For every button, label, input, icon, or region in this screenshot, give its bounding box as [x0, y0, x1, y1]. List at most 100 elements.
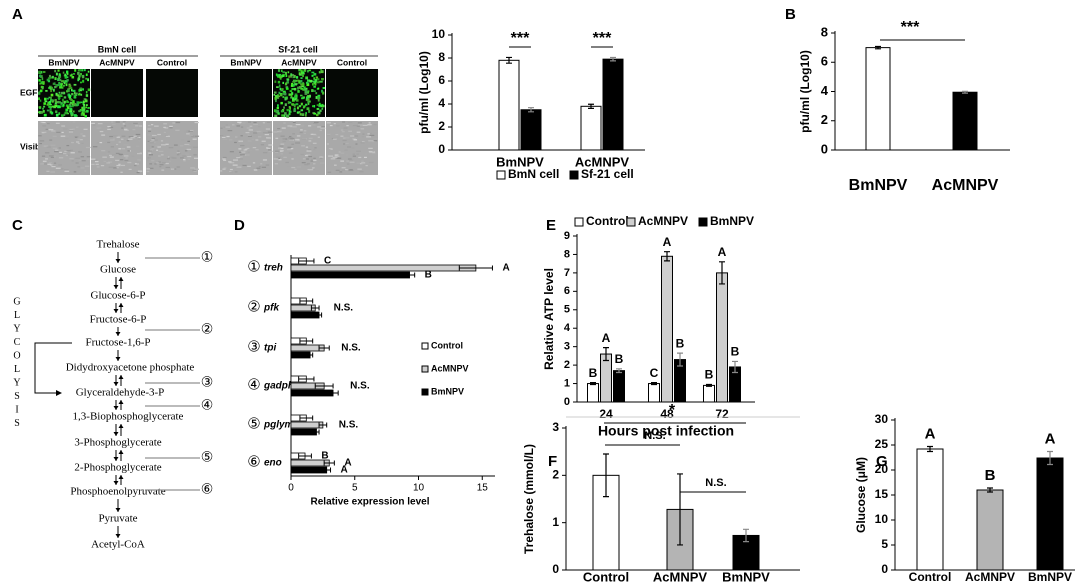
brightfield-texture [266, 121, 271, 123]
fluorescent-cell [292, 80, 296, 83]
panel-label: B [785, 6, 796, 23]
brightfield-texture [187, 140, 191, 142]
brightfield-texture [255, 139, 259, 141]
y-tick-label: 2 [821, 112, 828, 127]
fluorescent-cell [61, 80, 64, 83]
brightfield-texture [312, 167, 315, 169]
brightfield-texture [330, 148, 333, 150]
fluorescent-cell [284, 82, 288, 86]
brightfield-texture [225, 124, 228, 126]
pathway-node: Pyruvate [98, 513, 137, 525]
brightfield-texture [58, 147, 62, 149]
fluorescent-cell [296, 106, 299, 110]
fluorescent-cell [50, 99, 53, 102]
brightfield-texture [190, 167, 195, 169]
brightfield-texture [69, 158, 74, 160]
brightfield-texture [125, 157, 128, 159]
fluorescent-cell [47, 80, 51, 83]
brightfield-texture [334, 137, 339, 139]
fluorescent-cell [320, 80, 323, 83]
brightfield-texture [55, 122, 60, 124]
brightfield-texture [128, 138, 133, 140]
brightfield-texture [107, 125, 111, 128]
fluorescent-cell [287, 101, 290, 105]
fluorescent-cell [319, 109, 322, 112]
fluorescent-cell [284, 97, 287, 100]
fluorescent-cell [52, 99, 55, 102]
brightfield-texture [268, 141, 272, 143]
fluorescent-cell [73, 103, 77, 106]
pathway-node: Phosphoenolpyruvate [70, 486, 165, 498]
side-label-letter: L [14, 364, 20, 375]
legend-swatch [626, 217, 636, 227]
y-tick-label: 3 [564, 341, 570, 353]
fluorescent-cell [281, 114, 285, 117]
brightfield-texture [73, 171, 77, 173]
brightfield-texture [335, 133, 339, 136]
brightfield-texture [279, 150, 284, 152]
brightfield-texture [45, 158, 48, 160]
bar [600, 353, 612, 403]
error-bar [962, 90, 968, 94]
y-tick-label: 5 [881, 537, 888, 551]
error-bar [299, 415, 314, 421]
fluorescent-cell [289, 75, 293, 78]
brightfield-texture [187, 155, 192, 158]
fluorescent-cell [300, 74, 304, 76]
brightfield-texture [108, 166, 114, 168]
significance-label: N.S. [644, 430, 665, 442]
brightfield-texture [111, 121, 114, 123]
brightfield-texture [179, 169, 184, 171]
brightfield-texture [149, 167, 154, 169]
brightfield-texture [79, 139, 83, 141]
bar [290, 264, 477, 272]
fluorescent-cell [54, 85, 57, 89]
brightfield-texture [116, 136, 120, 138]
brightfield-texture [184, 143, 190, 146]
fluorescent-cell [54, 102, 57, 105]
brightfield-texture [151, 148, 155, 150]
brightfield-texture [149, 141, 153, 143]
brightfield-texture [360, 142, 365, 144]
fluorescent-cell [313, 85, 316, 88]
x-tick-label: AcMNPV [575, 154, 630, 169]
brightfield-texture [128, 136, 134, 138]
brightfield-texture [341, 167, 346, 169]
fluorescent-cell [297, 86, 299, 90]
brightfield-texture [364, 153, 367, 155]
legend-label: Control [586, 214, 629, 228]
brightfield-texture [165, 135, 170, 137]
fluorescent-cell [303, 86, 306, 90]
brightfield-texture [186, 148, 192, 151]
y-tick-label: 6 [438, 73, 445, 87]
brightfield-texture [356, 162, 361, 164]
brightfield-texture [312, 133, 316, 135]
brightfield-texture [346, 125, 349, 127]
fluorescent-cell [318, 105, 322, 108]
brightfield-texture [53, 162, 57, 164]
brightfield-texture [352, 155, 357, 157]
brightfield-texture [91, 140, 96, 142]
bar [952, 91, 978, 151]
brightfield-texture [118, 153, 123, 155]
x-tick-label: BmNPV [1028, 570, 1072, 584]
fluorescent-cell [317, 78, 320, 81]
pathway-arrowhead [118, 277, 124, 281]
fluorescent-cell [46, 109, 50, 112]
bar [580, 105, 602, 151]
brightfield-texture [147, 124, 151, 127]
brightfield-texture [252, 162, 256, 164]
fluorescent-cell [285, 87, 289, 90]
fluorescent-cell [290, 84, 294, 87]
fluorescent-cell [307, 102, 310, 105]
brightfield-texture [116, 164, 121, 167]
brightfield-texture [307, 168, 310, 171]
brightfield-texture [361, 141, 365, 143]
error-bar [677, 352, 683, 367]
bar [716, 272, 728, 403]
pathway-arrowhead [56, 390, 62, 396]
step-label: ⑥ [201, 483, 214, 498]
pathway-arrowhead [118, 400, 124, 404]
y-tick-label: 3 [552, 420, 559, 434]
brightfield-texture [281, 127, 286, 129]
